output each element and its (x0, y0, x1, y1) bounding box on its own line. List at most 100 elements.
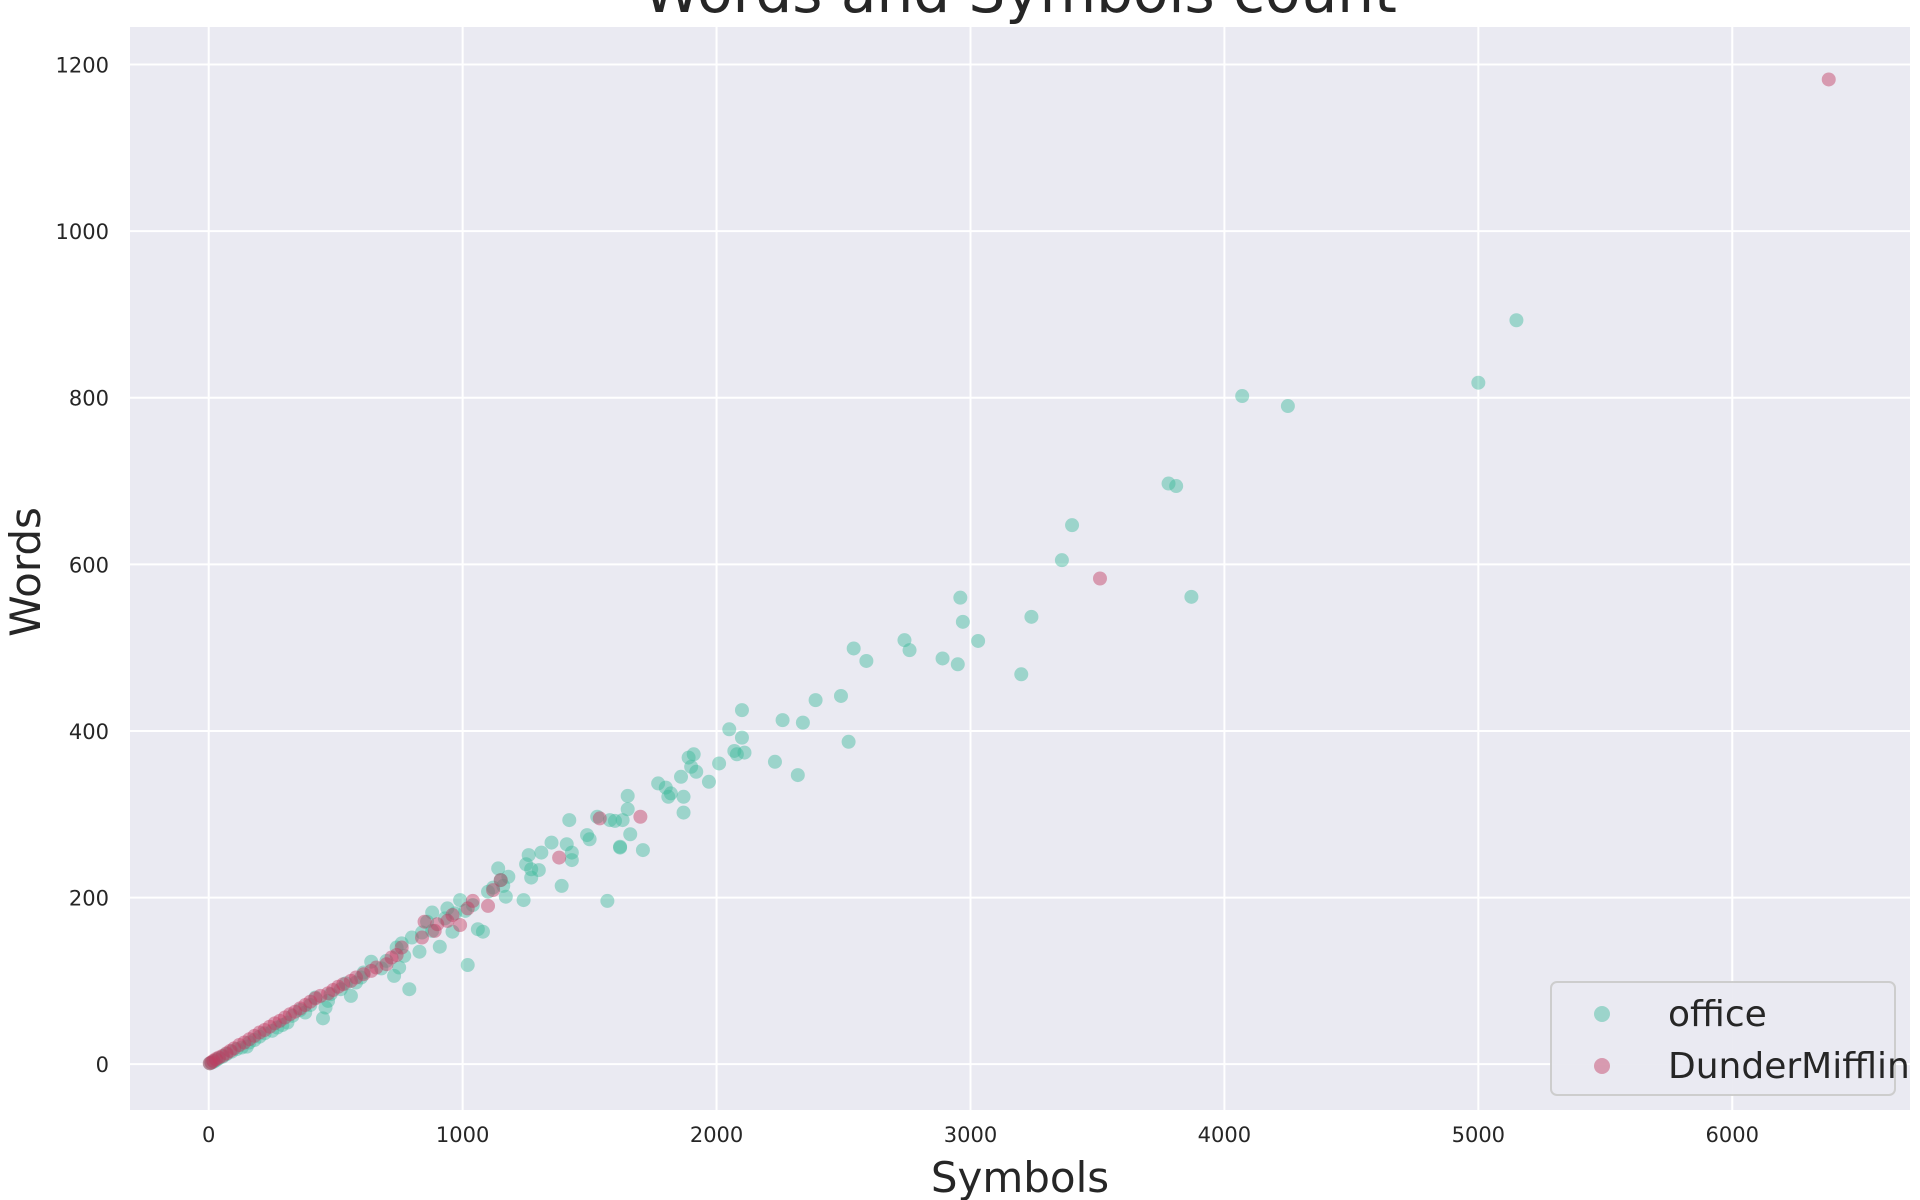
scatter-point (343, 988, 358, 1003)
scatter-point (531, 863, 546, 878)
scatter-point (257, 1026, 272, 1041)
scatter-point (950, 657, 965, 672)
scatter-point (689, 764, 704, 779)
scatter-point (795, 715, 810, 730)
scatter-point (272, 1013, 287, 1028)
scatter-point (303, 998, 318, 1013)
scatter-point (1235, 389, 1250, 404)
scatter-point (397, 948, 412, 963)
scatter-point (633, 809, 648, 824)
scatter-point (415, 925, 430, 940)
scatter-point (686, 747, 701, 762)
scatter-point (331, 979, 346, 994)
scatter-point (420, 914, 435, 929)
scatter-point (321, 986, 336, 1001)
scatter-point (552, 850, 567, 865)
y-tick-label: 1200 (56, 53, 109, 77)
scatter-point (333, 982, 348, 997)
scatter-point (833, 688, 848, 703)
scatter-point (808, 693, 823, 708)
scatter-point (453, 893, 468, 908)
scatter-point (308, 991, 323, 1006)
scatter-point (234, 1040, 249, 1055)
scatter-point (953, 590, 968, 605)
scatter-point (475, 924, 490, 939)
scatter-point (534, 845, 549, 860)
scatter-point (1280, 399, 1295, 414)
scatter-point (215, 1048, 230, 1063)
scatter-point (460, 901, 475, 916)
scatter-point (481, 884, 496, 899)
scatter-point (298, 998, 313, 1013)
scatter-point (252, 1025, 267, 1040)
scatter-point (348, 975, 363, 990)
scatter-point (202, 1056, 217, 1071)
scatter-point (224, 1044, 239, 1059)
legend-label-office: office (1668, 994, 1767, 1035)
legend-marker-office (1594, 1006, 1610, 1022)
scatter-point (658, 780, 673, 795)
scatter-point (389, 948, 404, 963)
scatter-point (315, 1011, 330, 1026)
scatter-point (564, 853, 579, 868)
scatter-point (955, 614, 970, 629)
data-points (202, 72, 1836, 1071)
scatter-point (208, 1052, 223, 1067)
y-axis-label: Words (1, 507, 50, 637)
scatter-point (204, 1055, 219, 1070)
scatter-point (676, 789, 691, 804)
scatter-point (729, 747, 744, 762)
scatter-point (582, 832, 597, 847)
x-axis-label: Symbols (931, 1153, 1109, 1200)
scatter-point (846, 641, 861, 656)
y-tick-label: 800 (69, 387, 109, 411)
scatter-point (613, 840, 628, 855)
scatter-point (1471, 375, 1486, 390)
scatter-point (387, 968, 402, 983)
scatter-point (392, 960, 407, 975)
scatter-point (580, 828, 595, 843)
scatter-point (298, 1005, 313, 1020)
scatter-point (620, 788, 635, 803)
scatter-point (417, 914, 432, 929)
scatter-point (219, 1046, 234, 1061)
scatter-point (336, 977, 351, 992)
scatter-point (364, 963, 379, 978)
scatter-point (354, 970, 369, 985)
scatter-point (841, 734, 856, 749)
scatter-point (486, 883, 501, 898)
scatter-point (437, 911, 452, 926)
scatter-point (493, 873, 508, 888)
scatter-point (356, 965, 371, 980)
chart-title: Words and Symbols count (643, 0, 1397, 26)
scatter-point (1054, 553, 1069, 568)
scatter-point (247, 1028, 262, 1043)
x-tick-label: 6000 (1706, 1123, 1759, 1147)
scatter-point (242, 1032, 257, 1047)
scatter-point (554, 878, 569, 893)
scatter-point (651, 776, 666, 791)
series-dundermifflin (202, 72, 1836, 1071)
scatter-point (227, 1041, 242, 1056)
scatter-point (288, 1004, 303, 1019)
scatter-point (348, 970, 363, 985)
scatter-point (303, 994, 318, 1009)
scatter-point (394, 940, 409, 955)
scatter-point (516, 893, 531, 908)
legend-box (1550, 981, 1896, 1096)
scatter-point (465, 898, 480, 913)
scatter-point (323, 987, 338, 1002)
scatter-point (458, 903, 473, 918)
legend: office DunderMifflin (1550, 981, 1910, 1096)
legend-label-dundermifflin: DunderMifflin (1668, 1046, 1910, 1087)
scatter-point (326, 983, 341, 998)
scatter-point (229, 1042, 244, 1057)
scatter-point (427, 923, 442, 938)
scatter-point (379, 953, 394, 968)
scatter-point (364, 954, 379, 969)
x-tick-label: 3000 (944, 1123, 997, 1147)
scatter-point (519, 857, 534, 872)
scatter-point (223, 1043, 238, 1058)
scatter-point (935, 651, 950, 666)
